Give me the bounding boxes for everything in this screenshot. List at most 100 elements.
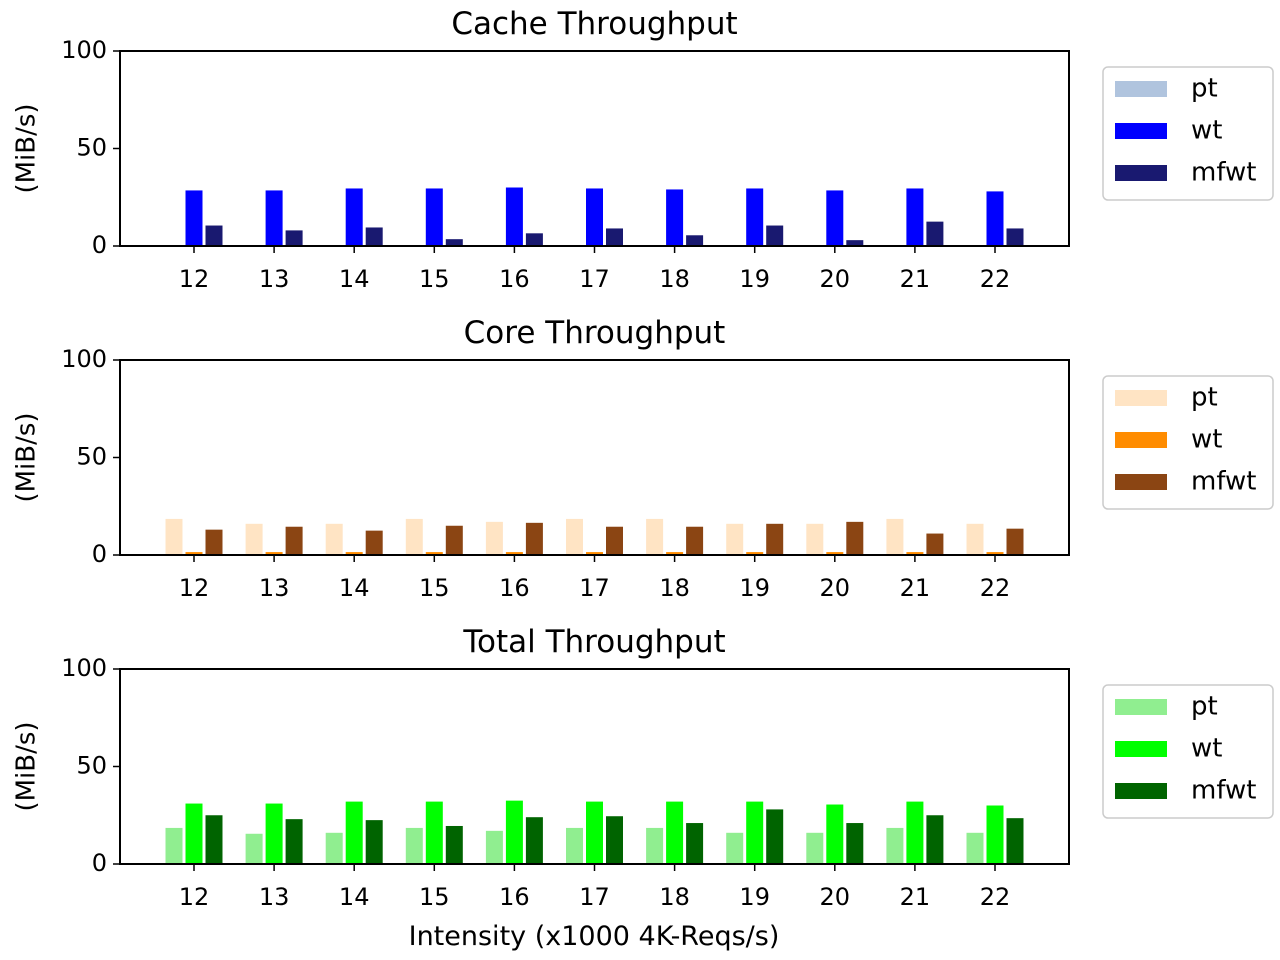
x-tick-label: 19 <box>739 574 770 602</box>
bar-pt-19 <box>726 832 744 864</box>
bar-wt-19 <box>746 188 764 246</box>
legend-label-mfwt: mfwt <box>1191 776 1256 806</box>
bar-wt-13 <box>265 552 283 555</box>
bar-pt-17 <box>566 518 583 555</box>
bar-mfwt-15 <box>445 525 463 555</box>
legend-label-mfwt: mfwt <box>1191 467 1256 497</box>
x-tick-label: 20 <box>820 574 851 602</box>
plot-frame <box>119 668 1070 865</box>
bar-wt-21 <box>906 188 924 246</box>
bar-mfwt-21 <box>926 221 944 247</box>
y-tick-label: 50 <box>76 443 107 471</box>
bar-pt-20 <box>806 523 824 555</box>
bar-wt-14 <box>345 552 363 555</box>
bar-wt-20 <box>826 552 844 555</box>
legend-label-wt: wt <box>1191 425 1222 455</box>
y-tick-label: 100 <box>61 654 107 682</box>
bar-pt-19 <box>726 523 744 555</box>
y-tick-label: 0 <box>92 849 107 877</box>
x-tick-label: 16 <box>499 883 530 911</box>
bar-mfwt-13 <box>285 230 303 246</box>
legend-label-pt: pt <box>1191 692 1218 722</box>
x-tick-label: 14 <box>339 265 370 293</box>
bar-wt-21 <box>906 552 924 555</box>
x-tick-label: 17 <box>579 265 610 293</box>
bar-mfwt-13 <box>285 819 303 864</box>
legend-label-wt: wt <box>1191 734 1222 764</box>
bar-mfwt-14 <box>365 530 383 556</box>
legend-swatch-pt <box>1115 699 1167 715</box>
x-tick-label: 14 <box>339 574 370 602</box>
bar-wt-20 <box>826 804 844 864</box>
x-tick-label: 22 <box>980 574 1011 602</box>
bar-wt-20 <box>826 190 844 246</box>
x-tick-label: 16 <box>499 574 530 602</box>
x-tick-label: 18 <box>659 265 690 293</box>
bar-pt-14 <box>325 832 343 864</box>
bar-mfwt-20 <box>846 521 864 555</box>
bar-mfwt-13 <box>285 526 303 555</box>
x-tick-label: 21 <box>900 574 931 602</box>
x-tick-label: 12 <box>179 883 210 911</box>
bar-mfwt-20 <box>846 823 864 864</box>
bar-pt-13 <box>245 523 263 555</box>
bar-pt-12 <box>165 518 183 555</box>
x-tick-label: 15 <box>419 574 450 602</box>
bar-wt-17 <box>586 552 603 555</box>
legend-swatch-mfwt <box>1115 474 1167 490</box>
x-tick-label: 13 <box>259 574 290 602</box>
bar-wt-15 <box>425 552 443 555</box>
bar-mfwt-19 <box>766 225 784 246</box>
legend: pt wt mfwt <box>1102 375 1274 510</box>
chart-title: Total Throughput <box>462 624 725 660</box>
x-tick-label: 18 <box>659 883 690 911</box>
plot-frame <box>119 50 1070 247</box>
x-tick-label: 21 <box>900 883 931 911</box>
bar-mfwt-18 <box>686 823 704 864</box>
y-tick-label: 100 <box>61 345 107 373</box>
bar-mfwt-17 <box>606 526 623 555</box>
x-tick-label: 18 <box>659 574 690 602</box>
bar-mfwt-18 <box>686 526 704 555</box>
x-tick-label: 22 <box>980 883 1011 911</box>
y-axis-label: (MiB/s) <box>12 103 42 193</box>
bar-wt-13 <box>265 803 283 864</box>
bar-mfwt-19 <box>766 523 784 555</box>
legend: pt wt mfwt <box>1102 684 1274 819</box>
bar-wt-15 <box>425 801 443 864</box>
bar-pt-15 <box>405 518 423 555</box>
bar-mfwt-16 <box>525 233 543 246</box>
x-axis-label: Intensity (x1000 4K-Reqs/s) <box>409 921 780 952</box>
bar-pt-18 <box>646 827 664 864</box>
bar-wt-16 <box>505 552 523 555</box>
bar-mfwt-22 <box>1006 818 1024 864</box>
legend-swatch-pt <box>1115 390 1167 406</box>
bar-pt-21 <box>886 518 904 555</box>
bar-wt-22 <box>986 805 1004 864</box>
bar-mfwt-17 <box>606 816 623 864</box>
bar-wt-12 <box>185 803 203 864</box>
bar-wt-15 <box>425 188 443 246</box>
y-tick-label: 50 <box>76 752 107 780</box>
x-tick-label: 20 <box>820 265 851 293</box>
bar-pt-22 <box>966 832 984 864</box>
bar-pt-12 <box>165 827 183 864</box>
bar-mfwt-19 <box>766 809 784 864</box>
bar-wt-17 <box>586 188 603 246</box>
legend-label-pt: pt <box>1191 383 1218 413</box>
y-axis-label: (MiB/s) <box>12 412 42 502</box>
chart-panel-3: Total Throughput (MiB/s) 0 50 100 12 13 14 15 16 1… <box>12 624 1274 911</box>
bar-pt-18 <box>646 518 664 555</box>
legend-label-mfwt: mfwt <box>1191 158 1256 188</box>
y-tick-label: 0 <box>92 540 107 568</box>
x-tick-label: 19 <box>739 883 770 911</box>
bar-wt-18 <box>666 801 684 864</box>
bar-pt-13 <box>245 833 263 864</box>
bar-pt-17 <box>566 827 583 864</box>
bar-mfwt-12 <box>205 815 223 864</box>
bar-mfwt-22 <box>1006 228 1024 246</box>
bar-mfwt-14 <box>365 820 383 865</box>
bar-mfwt-14 <box>365 227 383 246</box>
bar-mfwt-16 <box>525 817 543 864</box>
